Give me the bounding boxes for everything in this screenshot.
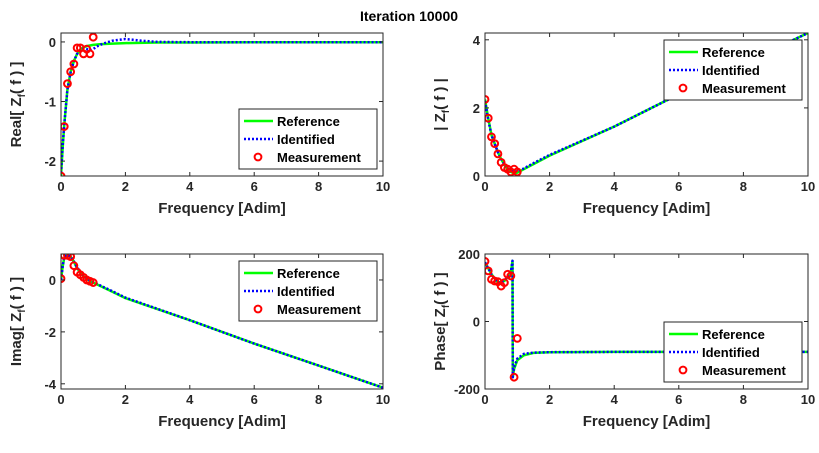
chart-1-ylabel: | Zf( f ) |	[432, 78, 452, 131]
chart-1-measurement-point-3	[490, 139, 500, 149]
chart-2-ytick-label-1: -2	[44, 325, 56, 340]
chart-2-series-identified-line	[61, 254, 383, 389]
chart-2-legend-label-reference: Reference	[277, 266, 340, 281]
chart-1-legend-label-reference: Reference	[702, 45, 765, 60]
chart-3-legend-label-reference: Reference	[702, 327, 765, 342]
chart-3-measurement-point-10	[512, 333, 522, 343]
chart-2-xtick-label-3: 6	[251, 392, 258, 407]
chart-2-xtick-label-0: 0	[57, 392, 64, 407]
chart-2-legend-label-measurement: Measurement	[277, 302, 361, 317]
chart-0-ytick-label-0: -2	[44, 154, 56, 169]
chart-3-measurement-point-8	[506, 271, 516, 281]
chart-3-xtick-label-5: 10	[801, 392, 815, 407]
chart-1-measurement-point-4	[493, 149, 503, 159]
chart-1-axes-box	[484, 32, 809, 177]
chart-2-axes-box	[60, 253, 384, 390]
chart-1-ytick-label-0: 0	[473, 169, 480, 184]
plot-imag: 0 2 4 6 8 10 -4 -2 0 Frequency [Adim] Imag[ Zf( f …	[8, 253, 390, 430]
chart-0-xtick-label-5: 10	[376, 179, 390, 194]
chart-1-legend-label-identified: Identified	[702, 63, 760, 78]
plot-real: 0 2 4 6 8 10 -2 -1 0 Frequency [Adim] Real[ Zf( f …	[8, 32, 390, 217]
chart-2-xlabel: Frequency [Adim]	[158, 413, 286, 430]
chart-2-xtick-label-1: 2	[122, 392, 129, 407]
chart-3-measurement-point-6	[499, 278, 509, 288]
chart-3-legend-measurement-swatch	[678, 365, 688, 375]
chart-1-xtick-label-0: 0	[481, 179, 488, 194]
chart-0-xlabel: Frequency [Adim]	[158, 200, 286, 217]
chart-3-xtick-label-4: 8	[740, 392, 747, 407]
chart-0-series-group	[61, 33, 383, 176]
chart-2-measurement-point-4	[69, 261, 79, 271]
chart-3-xtick-label-0: 0	[481, 392, 488, 407]
chart-1-measurement-point-2	[487, 132, 496, 142]
chart-1-xtick-label-3: 6	[675, 179, 682, 194]
chart-2-ytick-label-0: -4	[44, 377, 56, 392]
chart-3-xlabel: Frequency [Adim]	[583, 413, 711, 430]
chart-3-ytick-label-1: 0	[473, 315, 480, 330]
figure-title: Iteration 10000	[360, 8, 458, 24]
chart-3-measurement-point-1	[485, 266, 493, 276]
plot-magnitude: 0 2 4 6 8 10 0 2 4 Frequency [Adim] | Zf( f ) | Ref…	[432, 32, 815, 217]
chart-2-xtick-label-4: 8	[315, 392, 322, 407]
chart-1-legend-measurement-swatch	[678, 83, 688, 93]
chart-0-axes-box	[60, 32, 384, 177]
chart-3-measurement-point-9	[509, 372, 519, 382]
chart-3-ylabel: Phase[ Zf( f ) ]	[432, 272, 452, 370]
chart-2-legend-label-identified: Identified	[277, 284, 335, 299]
chart-1-xtick-label-2: 4	[611, 179, 619, 194]
chart-0-legend-label-reference: Reference	[277, 114, 340, 129]
chart-2-ytick-label-2: 0	[49, 273, 56, 288]
chart-3-xtick-label-3: 6	[675, 392, 682, 407]
chart-1-xtick-label-5: 10	[801, 179, 815, 194]
chart-2-xtick-label-2: 4	[186, 392, 194, 407]
chart-1-legend-label-measurement: Measurement	[702, 81, 786, 96]
chart-0-measurement-point-10	[88, 33, 98, 42]
chart-2-legend-box	[238, 260, 378, 322]
chart-1-measurement-point-1	[485, 113, 493, 123]
chart-1-xtick-label-4: 8	[740, 179, 747, 194]
chart-3-series-identified-line	[485, 259, 808, 379]
chart-0-legend-measurement-swatch	[253, 152, 263, 162]
chart-2-xtick-label-5: 10	[376, 392, 390, 407]
chart-0-legend-label-measurement: Measurement	[277, 150, 361, 165]
chart-2-measurement-point-10	[88, 278, 98, 287]
chart-3-xtick-label-1: 2	[546, 392, 553, 407]
chart-2-series-group	[61, 254, 383, 389]
chart-2-measurement-point-3	[66, 254, 76, 261]
chart-1-measurement-point-10	[512, 167, 522, 176]
chart-3-ytick-label-0: -200	[454, 382, 480, 397]
chart-3-xtick-label-2: 4	[611, 392, 619, 407]
chart-1-xlabel: Frequency [Adim]	[583, 200, 711, 217]
chart-3-legend-label-identified: Identified	[702, 345, 760, 360]
chart-0-measurement-point-5	[72, 43, 82, 53]
chart-0-measurement-point-2	[63, 79, 72, 89]
chart-3-legend-label-measurement: Measurement	[702, 363, 786, 378]
chart-1-series-group	[485, 33, 808, 176]
chart-1-ytick-label-2: 4	[473, 33, 481, 48]
chart-3-ytick-label-2: 200	[458, 247, 480, 262]
chart-0-ytick-label-2: 0	[49, 35, 56, 50]
chart-0-xtick-label-2: 4	[186, 179, 194, 194]
chart-1-ytick-label-1: 2	[473, 101, 480, 116]
chart-0-measurement-point-1	[61, 122, 69, 131]
chart-2-ylabel: Imag[ Zf( f ) ]	[8, 277, 28, 366]
chart-0-xtick-label-4: 8	[315, 179, 322, 194]
chart-2-legend-measurement-swatch	[253, 304, 263, 314]
chart-0-xtick-label-0: 0	[57, 179, 64, 194]
chart-0-xtick-label-1: 2	[122, 179, 129, 194]
chart-0-measurement-point-4	[69, 59, 79, 69]
chart-0-measurement-point-3	[66, 67, 76, 77]
chart-0-xtick-label-3: 6	[251, 179, 258, 194]
chart-1-xtick-label-1: 2	[546, 179, 553, 194]
chart-0-measurement-point-9	[85, 49, 95, 59]
chart-0-ylabel: Real[ Zf( f ) ]	[8, 62, 28, 148]
chart-0-legend-label-identified: Identified	[277, 132, 335, 147]
chart-2-measurement-point-0	[61, 274, 66, 284]
chart-0-ytick-label-1: -1	[44, 95, 56, 110]
